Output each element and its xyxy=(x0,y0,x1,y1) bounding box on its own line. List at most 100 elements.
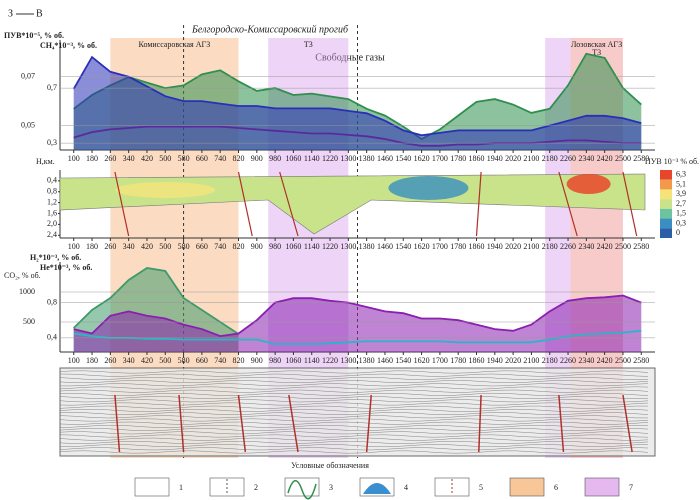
x-tick-label: 1780 xyxy=(450,356,466,365)
x-tick-label: 1540 xyxy=(395,356,411,365)
legend-label: 7 xyxy=(629,483,633,492)
legend-swatch xyxy=(134,477,170,497)
x-tick-label: 1700 xyxy=(432,356,448,365)
y-tick-label: 0,4 xyxy=(47,176,57,185)
x-tick-label: 2100 xyxy=(523,242,539,251)
x-tick-label: 420 xyxy=(141,242,153,251)
zone-label: Т3 xyxy=(304,40,313,49)
x-tick-label: 740 xyxy=(214,154,226,163)
x-tick-label: 980 xyxy=(269,154,281,163)
x-tick-label: 2260 xyxy=(560,356,576,365)
legend-label: 4 xyxy=(404,483,408,492)
y-tick-label: 0,3 xyxy=(47,138,57,147)
fault-line xyxy=(178,394,185,453)
legend-label: 2 xyxy=(254,483,258,492)
x-tick-label: 260 xyxy=(104,356,116,365)
x-tick-label: 1300 xyxy=(340,154,356,163)
seismic-reflector xyxy=(59,380,649,383)
x-tick-label: 580 xyxy=(178,356,190,365)
x-tick-label: 660 xyxy=(196,356,208,365)
x-tick-label: 420 xyxy=(141,154,153,163)
colorbar-cell xyxy=(660,208,672,219)
x-tick-label: 1940 xyxy=(487,242,503,251)
colorbar-cell xyxy=(660,218,672,229)
colorbar-label: 2,7 xyxy=(676,199,686,208)
x-tick-label: 1300 xyxy=(340,356,356,365)
x-tick-label: 2340 xyxy=(578,356,594,365)
fault-line xyxy=(114,171,130,237)
trough-label: Белгородско-Комиссаровский прогиб xyxy=(191,24,349,35)
legend-label: 5 xyxy=(479,483,483,492)
y-tick-label: 0,7 xyxy=(47,83,57,92)
x-tick-label: 1380 xyxy=(359,242,375,251)
x-tick-label: 1940 xyxy=(487,154,503,163)
x-tick-label: 2580 xyxy=(633,154,649,163)
colorbar-label: 6,3 xyxy=(676,170,686,179)
x-tick-label: 180 xyxy=(86,356,98,365)
x-tick-label: 1140 xyxy=(304,154,320,163)
x-tick-label: 740 xyxy=(214,242,226,251)
seismic-reflector xyxy=(59,402,649,406)
seismic-reflector xyxy=(59,418,649,422)
y-tick-label: 500 xyxy=(23,317,35,326)
seismic-reflector xyxy=(59,434,649,438)
legend-title: Условные обозначения xyxy=(291,461,369,470)
x-tick-label: 980 xyxy=(269,242,281,251)
series-line xyxy=(73,125,642,147)
x-tick-label: 2180 xyxy=(542,242,558,251)
x-tick-label: 1780 xyxy=(450,242,466,251)
x-tick-label: 900 xyxy=(251,356,263,365)
x-tick-label: 1220 xyxy=(322,356,338,365)
x-tick-label: 100 xyxy=(68,154,80,163)
x-tick-label: 500 xyxy=(159,356,171,365)
y-tick-label: 0,07 xyxy=(21,71,35,80)
x-tick-label: 1540 xyxy=(395,154,411,163)
x-tick-label: 1300 xyxy=(340,242,356,251)
x-tick-label: 340 xyxy=(123,356,135,365)
seismic-reflector xyxy=(59,450,649,454)
x-tick-label: 180 xyxy=(86,242,98,251)
series-line xyxy=(73,267,239,335)
section-anomaly xyxy=(566,174,611,194)
x-tick-label: 900 xyxy=(251,242,263,251)
y-tick-label: 2,0 xyxy=(47,219,57,228)
x-tick-label: 500 xyxy=(159,242,171,251)
seismic-reflector xyxy=(59,373,649,377)
seismic-frame xyxy=(59,367,656,457)
fault-line xyxy=(622,394,633,453)
x-tick-label: 1220 xyxy=(322,154,338,163)
y-tick-label: 0,8 xyxy=(47,187,57,196)
series-line xyxy=(72,55,642,137)
seismic-reflector xyxy=(59,396,649,399)
x-tick-label: 260 xyxy=(104,242,116,251)
fault-line xyxy=(114,394,121,453)
x-tick-label: 820 xyxy=(233,154,245,163)
x-tick-label: 1700 xyxy=(432,154,448,163)
y-axis-label: ПУВ*10⁻⁵, % об. xyxy=(4,31,64,40)
x-tick-label: 660 xyxy=(196,154,208,163)
fault-line xyxy=(622,171,638,237)
panel-title: Свободные газы xyxy=(315,52,385,63)
x-tick-label: 2260 xyxy=(560,242,576,251)
x-tick-label: 1460 xyxy=(377,154,393,163)
x-tick-label: 2500 xyxy=(615,356,631,365)
x-tick-label: 100 xyxy=(68,242,80,251)
zone-label: Комиссаровская АГЗ xyxy=(139,40,211,49)
x-tick-label: 900 xyxy=(251,154,263,163)
seismic-reflector xyxy=(59,421,649,425)
x-tick-label: 2580 xyxy=(633,356,649,365)
colorbar-cell xyxy=(660,199,672,209)
x-tick-label: 2260 xyxy=(560,154,576,163)
x-tick-label: 1460 xyxy=(377,242,393,251)
y-tick-label: 0,4 xyxy=(47,333,57,342)
colorbar-cell xyxy=(660,228,672,238)
series-line xyxy=(73,52,642,141)
y-tick-label: 0,05 xyxy=(21,120,35,129)
colorbar-title: ПУВ 10⁻³ % об. xyxy=(645,157,699,166)
colorbar-cell xyxy=(660,179,672,190)
x-tick-label: 500 xyxy=(159,154,171,163)
x-tick-label: 340 xyxy=(123,154,135,163)
x-tick-label: 580 xyxy=(178,154,190,163)
legend-swatch xyxy=(584,477,620,497)
legend-symbol xyxy=(363,483,391,494)
